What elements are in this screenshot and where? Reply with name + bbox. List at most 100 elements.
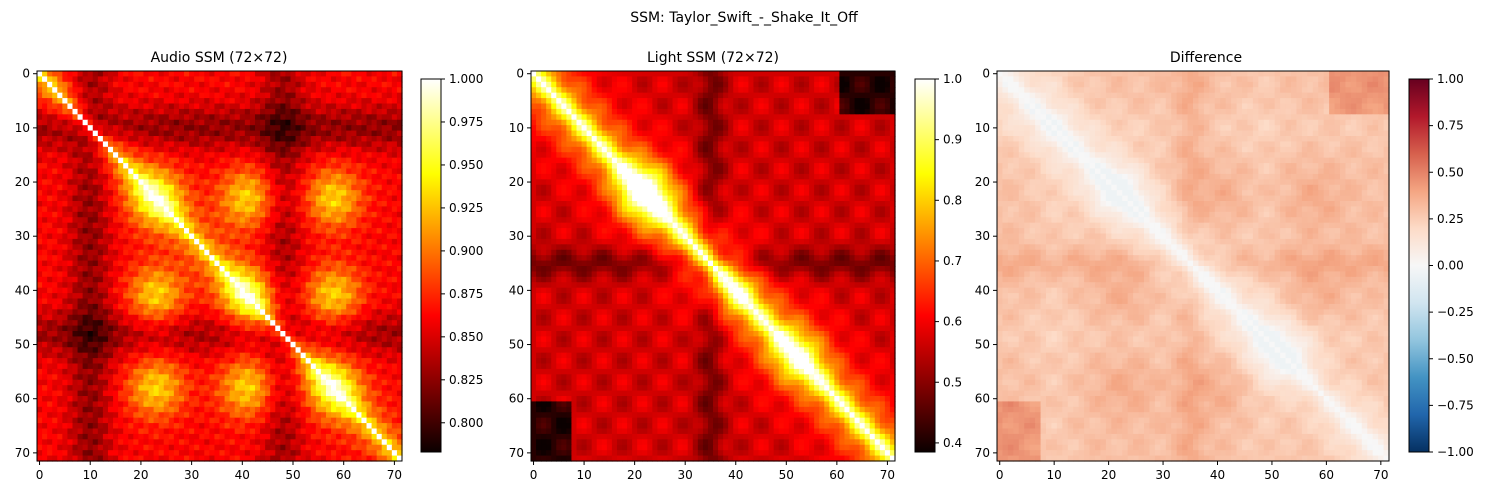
audio-ssm-cell	[153, 114, 160, 121]
audio-ssm-cell	[244, 98, 251, 105]
audio-ssm-cell	[57, 81, 63, 88]
audio-ssm-cell	[102, 417, 109, 424]
audio-ssm-cell	[189, 309, 195, 316]
audio-ssm-cell	[42, 119, 48, 126]
audio-ssm-cell	[396, 298, 403, 305]
audio-ssm-cell	[189, 379, 195, 386]
audio-ssm-cell	[209, 103, 216, 110]
audio-ssm-cell	[148, 401, 155, 408]
audio-ssm-cell	[97, 211, 104, 218]
audio-ssm-cell	[72, 211, 79, 218]
audio-ssm-cell	[118, 374, 124, 381]
audio-ssm-cell	[254, 228, 261, 235]
audio-ssm-cell	[184, 125, 190, 132]
audio-ssm-cell	[189, 103, 195, 110]
audio-ssm-cell	[275, 433, 281, 440]
audio-ssm-cell	[381, 379, 388, 386]
audio-ssm-cell	[331, 260, 337, 267]
audio-ssm-cell	[173, 271, 180, 278]
audio-ssm-cell	[173, 244, 180, 251]
audio-ssm-cell	[219, 114, 226, 121]
audio-ssm-cell	[320, 173, 327, 180]
audio-ssm-cell	[178, 363, 185, 370]
audio-ssm-cell	[336, 92, 342, 99]
audio-ssm-cell	[148, 108, 155, 115]
audio-ssm-cell	[123, 293, 129, 300]
audio-ssm-cell	[82, 222, 89, 229]
audio-ssm-cell	[249, 412, 256, 419]
audio-ssm-cell	[87, 352, 94, 359]
audio-ssm-cell	[275, 336, 281, 343]
audio-ssm-cell	[280, 92, 286, 99]
audio-ssm-cell	[62, 341, 69, 348]
audio-ssm-cell	[315, 417, 322, 424]
audio-ssm-cell	[138, 433, 145, 440]
audio-ssm-cell	[249, 374, 256, 381]
audio-ssm-cell	[178, 222, 185, 229]
audio-ssm-cell	[214, 173, 221, 180]
audio-ssm-cell	[123, 195, 129, 202]
audio-ssm-cell	[148, 184, 155, 191]
audio-ssm-cell	[371, 385, 378, 392]
audio-ssm-cell	[320, 347, 327, 354]
audio-ssm-cell	[42, 217, 48, 224]
audio-ssm-cell	[239, 401, 246, 408]
audio-ssm-cell	[204, 287, 210, 294]
audio-ssm-cell	[199, 146, 205, 153]
audio-ssm-cell	[62, 417, 69, 424]
audio-ssm-cell	[118, 179, 124, 186]
audio-ssm-cell	[67, 195, 74, 202]
audio-ssm-cell	[194, 401, 200, 408]
audio-ssm-cell	[386, 255, 393, 262]
audio-ssm-cell	[249, 98, 256, 105]
audio-ssm-cell	[194, 433, 200, 440]
audio-ssm-cell	[381, 433, 388, 440]
audio-ssm-cell	[300, 136, 307, 143]
audio-ssm-cell	[341, 423, 347, 430]
audio-ssm-cell	[341, 363, 347, 370]
audio-ssm-cell	[396, 271, 403, 278]
audio-ssm-cell	[320, 352, 327, 359]
audio-ssm-cell	[194, 71, 200, 78]
audio-ssm-cell	[57, 179, 63, 186]
audio-ssm-cell	[52, 314, 58, 321]
audio-ssm-cell	[87, 444, 94, 451]
audio-ssm-cell	[214, 423, 221, 430]
audio-ssm-cell	[336, 390, 342, 397]
audio-ssm-cell	[371, 423, 378, 430]
audio-ssm-cell	[52, 222, 58, 229]
audio-ssm-cell	[52, 190, 58, 197]
audio-ssm-cell	[371, 336, 378, 343]
audio-ssm-cell	[77, 206, 84, 213]
audio-ssm-cell	[118, 385, 124, 392]
audio-ssm-cell	[158, 347, 165, 354]
audio-ssm-cell	[67, 233, 74, 240]
audio-ssm-cell	[189, 439, 195, 446]
audio-ssm-cell	[184, 379, 190, 386]
audio-ssm-cell	[82, 125, 89, 132]
audio-ssm-cell	[199, 336, 205, 343]
audio-ssm-cell	[351, 379, 357, 386]
audio-ssm-cell	[376, 125, 383, 132]
audio-ssm-cell	[153, 76, 160, 83]
audio-ssm-cell	[249, 141, 256, 148]
audio-ssm-cell	[260, 266, 266, 273]
audio-ssm-cell	[295, 98, 302, 105]
audio-ssm-cell	[87, 363, 94, 370]
audio-ssm-cell	[254, 108, 261, 115]
audio-ssm-cell	[77, 114, 84, 121]
audio-ssm-cell	[341, 228, 347, 235]
audio-ssm-cell	[168, 379, 175, 386]
audio-ssm-cell	[260, 363, 266, 370]
audio-ssm-cell	[300, 184, 307, 191]
audio-ssm-cell	[52, 141, 58, 148]
audio-ssm-cell	[280, 266, 286, 273]
audio-ssm-cell	[163, 168, 170, 175]
audio-ssm-cell	[239, 325, 246, 332]
audio-ssm-cell	[118, 303, 124, 310]
audio-ssm-cell	[290, 266, 297, 273]
audio-ssm-cell	[260, 87, 266, 94]
audio-ssm-cell	[290, 141, 297, 148]
audio-ssm-cell	[184, 92, 190, 99]
audio-ssm-cell	[229, 222, 236, 229]
